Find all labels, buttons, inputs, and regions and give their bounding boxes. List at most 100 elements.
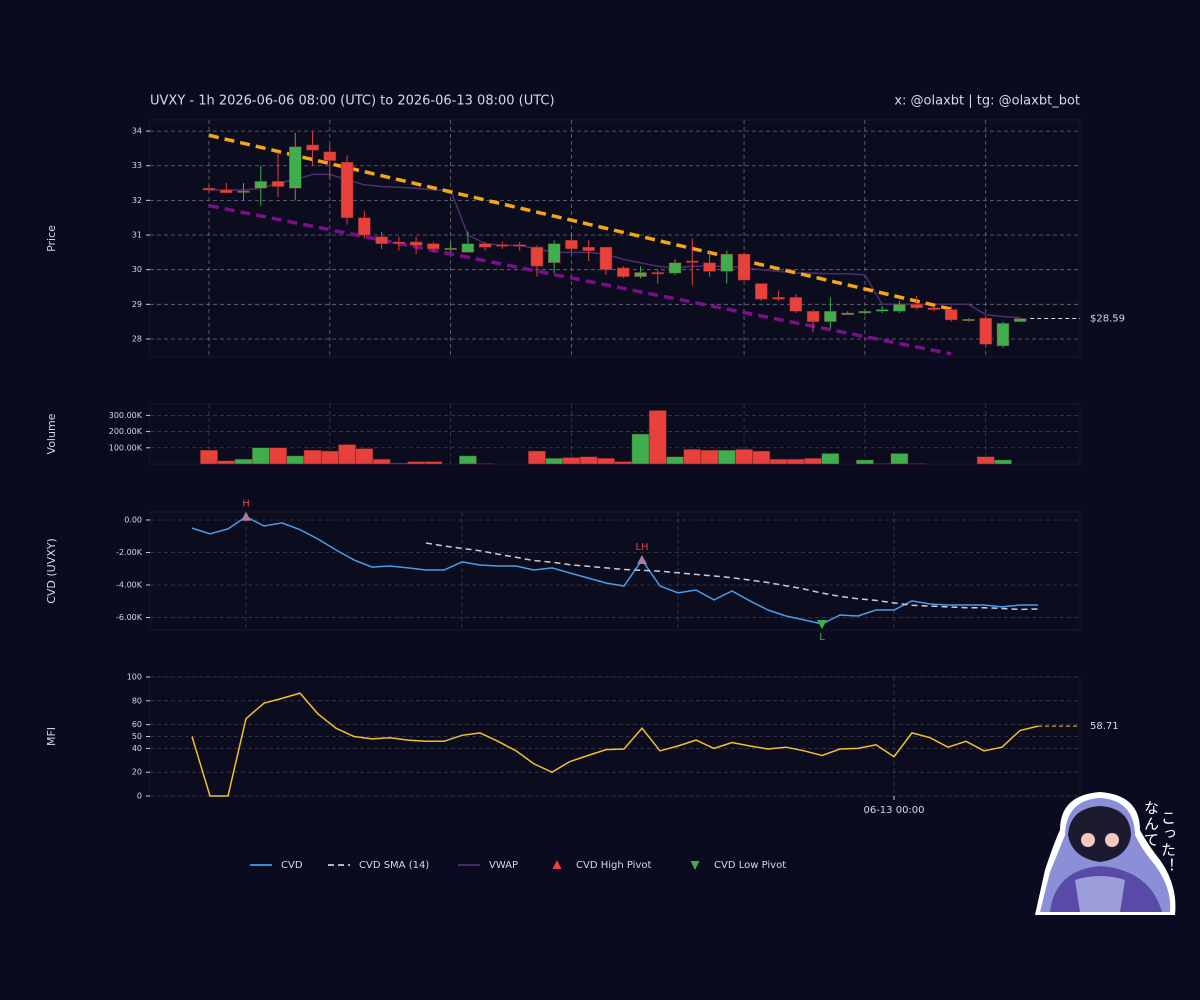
candle-body	[875, 309, 889, 312]
volume-bar	[752, 450, 771, 465]
volume-bar	[976, 456, 995, 465]
candle-body	[686, 260, 699, 263]
last-value-label: 58.71	[1090, 721, 1119, 732]
candle-body	[789, 297, 803, 312]
line-series	[191, 515, 1038, 625]
candle-body	[668, 262, 682, 274]
candle-body	[806, 311, 820, 322]
volume-bar	[338, 444, 356, 465]
candle-body	[858, 311, 872, 314]
candle-body	[944, 309, 958, 321]
volume-bar	[631, 433, 650, 465]
y-tick-label: 30	[132, 265, 142, 274]
candle-body	[427, 243, 440, 250]
volume-bar	[735, 449, 753, 465]
candle-body	[703, 262, 716, 272]
legend-label: CVD High Pivot	[576, 860, 651, 871]
pivot-marker	[637, 554, 647, 564]
y-tick-label: 28	[132, 334, 142, 343]
credit: x: @olaxbt | tg: @olaxbt_bot	[894, 94, 1080, 109]
pivot-label: LH	[635, 542, 648, 553]
volume-bar	[269, 447, 287, 465]
y-tick-label: -4.00K	[116, 580, 143, 589]
y-tick-label: 80	[132, 696, 142, 705]
candle-body	[737, 253, 751, 281]
candle-body	[461, 243, 475, 253]
candle-body	[323, 151, 337, 161]
candle-body	[375, 236, 388, 244]
y-tick-label: -2.00K	[116, 548, 143, 557]
candle-body	[392, 241, 406, 244]
y-tick-label: 20	[132, 768, 142, 777]
legend-swatch	[690, 861, 700, 870]
sticker-figure	[1035, 792, 1176, 915]
y-tick-label: 0	[137, 792, 142, 801]
candle-body	[202, 188, 216, 191]
candle-body	[271, 181, 285, 187]
candle-body	[340, 162, 354, 218]
volume-bar	[407, 461, 425, 465]
candle-body	[496, 244, 509, 247]
y-tick-label: 0.00	[124, 515, 142, 524]
volume-bar	[804, 458, 822, 465]
candle-body	[444, 247, 457, 250]
line-series	[425, 542, 1039, 611]
y-tick-label: 29	[132, 300, 142, 309]
y-tick-label: 31	[132, 231, 142, 240]
plot-area	[149, 511, 1081, 631]
volume-bar	[217, 460, 236, 465]
chart-title: UVXY - 1h 2026-06-06 08:00 (UTC) to 2026…	[150, 94, 555, 109]
sticker-text: なんて	[1142, 800, 1160, 848]
sticker-text: こった！	[1159, 810, 1177, 874]
pivot-marker	[817, 619, 827, 629]
volume-bar	[786, 458, 805, 465]
y-tick-label: 100	[127, 673, 142, 682]
volume-bar	[372, 458, 391, 465]
volume-bar	[320, 450, 339, 465]
y-tick-label: 50	[132, 732, 142, 741]
volume-bar	[303, 449, 322, 465]
candle-body	[220, 189, 233, 194]
volume-bar	[994, 459, 1012, 465]
candle-body	[582, 246, 595, 251]
legend-swatch	[552, 860, 562, 869]
volume-bar	[234, 458, 253, 465]
volume-bar	[700, 449, 719, 465]
candle-body	[530, 246, 544, 267]
candle-body	[979, 317, 992, 345]
candle-body	[599, 246, 613, 270]
volume-bar	[769, 458, 788, 465]
candle-body	[996, 323, 1010, 347]
y-tick-label: 100.00K	[109, 443, 143, 452]
volume-bar	[683, 449, 702, 465]
candle-body	[772, 297, 785, 300]
volume-bar	[424, 461, 443, 465]
volume-bar	[389, 462, 408, 465]
volume-bar	[597, 458, 615, 465]
volume-bar	[579, 456, 598, 465]
candle-body	[651, 272, 665, 275]
candle-body	[1013, 318, 1027, 322]
pivot-marker	[241, 511, 251, 521]
y-tick-label: -6.00K	[116, 613, 143, 622]
candle-body	[824, 311, 837, 322]
volume-bar	[890, 453, 909, 465]
y-tick-label: 34	[132, 127, 142, 136]
candle-body	[289, 146, 302, 189]
y-tick-label: 32	[132, 196, 142, 205]
x-tick-label: 06-13 00:00	[863, 805, 924, 816]
volume-bar	[856, 459, 874, 465]
line-series	[191, 692, 1039, 797]
candle-body	[634, 272, 647, 277]
candle-body	[616, 267, 630, 277]
candle-body	[755, 283, 768, 300]
y-axis-label: Volume	[45, 413, 58, 454]
candle-body	[720, 253, 734, 272]
plot-area	[149, 403, 1081, 465]
volume-bar	[614, 461, 633, 465]
y-tick-label: 40	[132, 744, 142, 753]
candle-body	[478, 243, 492, 248]
pivot-label: H	[242, 499, 250, 510]
